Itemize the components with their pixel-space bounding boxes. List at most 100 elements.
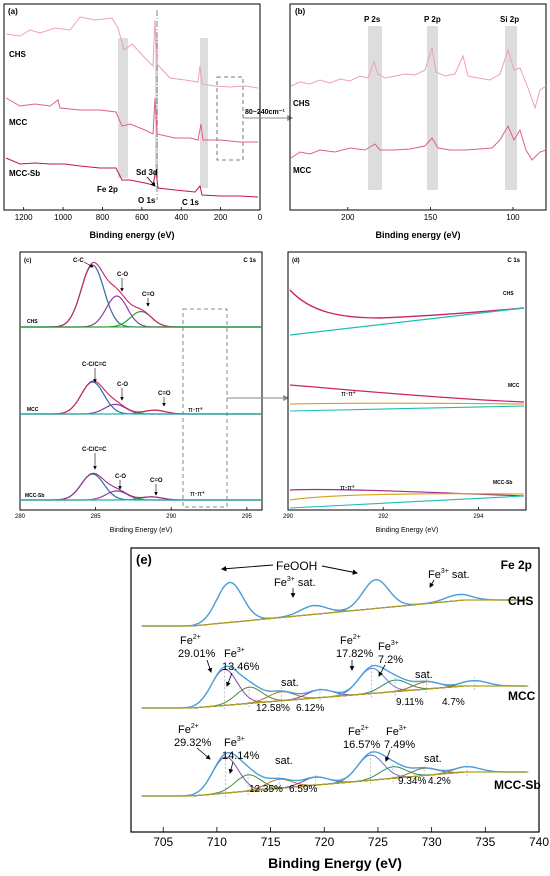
panel-e-component-chs-0 (173, 581, 527, 627)
panel-b-mcc-spectrum (290, 124, 547, 161)
panel-b-xlabel: Binding energy (eV) (375, 230, 460, 240)
panel-c-ann-cc-arrow (83, 261, 94, 268)
panel-e-mccsb-fe3p-1-sup: 3+ (237, 736, 245, 743)
panel-e-chs-sat2-arrow (429, 579, 435, 588)
panel-d-mccsb-pi: π-π* (340, 485, 355, 492)
panel-c-tick-label: 280 (15, 514, 26, 520)
panel-d-series-mccsb: MCC-Sb (493, 480, 512, 486)
panel-b-tick-label: 150 (424, 213, 438, 222)
panel-a-tick-label: 200 (214, 213, 228, 222)
panel-e-mcc-sat-word: sat. (281, 677, 299, 689)
panel-d-mcc-pi-component (289, 402, 525, 405)
panel-a-label: (a) (8, 7, 18, 16)
panel-e-tick-label: 740 (529, 835, 549, 849)
panel-b-band-p2p (427, 26, 438, 190)
panel-d-x-axis: 290 292 294 (283, 507, 484, 520)
panel-a-tick-label: 400 (175, 213, 189, 222)
panel-c-envelope-chs (20, 261, 262, 328)
panel-b-tick-label: 200 (341, 213, 355, 222)
panel-e-mccsb-fe2p-1-pct: 29.32% (174, 737, 212, 749)
panel-e-mcc-sat1-pct: 12.58% (256, 703, 290, 714)
panel-b-peak-si2p: Si 2p (500, 15, 519, 24)
panel-c-frame (19, 251, 263, 511)
panel-e-mccsb-fe3p-2: Fe3+ (386, 725, 407, 738)
panel-e-mccsb-fe2p-2: Fe2+ (348, 725, 369, 738)
panel-c-series-mccsb: MCC-Sb (25, 493, 44, 499)
panel-e-component-chs-3 (173, 593, 527, 627)
panel-c-ann-mccsb-co: C-O (115, 474, 126, 480)
panel-e-background-chs (141, 599, 529, 627)
panel-b-tick-label: 100 (506, 213, 520, 222)
panel-e-mccsb-sat4-pct: 4.2% (428, 776, 451, 787)
panel-c-ann-co: C-O (117, 272, 128, 278)
panel-e-component-chs-2 (173, 579, 527, 627)
panel-a-series-chs: CHS (9, 50, 27, 59)
panel-e-mcc-sat3-pct: 9.11% (396, 697, 424, 708)
panel-e-chs-sat1-word: sat. (295, 577, 316, 589)
panel-a-tick-label: 1000 (54, 213, 72, 222)
panel-d-frame (287, 251, 527, 511)
panel-e-series-mcc: MCC (508, 689, 536, 703)
panel-a-peak-c1s: C 1s (182, 198, 199, 207)
panel-e-envelope-mcc-sb (141, 751, 527, 797)
panel-d-mcc-envelope (289, 384, 525, 403)
panel-e-mccsb-sat1-pct: 12.35% (249, 784, 283, 795)
panel-d-mccsb-background (289, 495, 525, 509)
panel-a-xlabel: Binding energy (eV) (89, 230, 174, 240)
zoom-arrow-label: 80~240cm⁻¹ (245, 109, 285, 116)
panel-e-tick-label: 725 (368, 835, 388, 849)
panel-b-band-si2p (505, 26, 517, 190)
panel-c-ann-mccsb-c-o-dbl: C=O (150, 478, 163, 484)
panel-e-envelope-mcc (141, 664, 527, 709)
panel-a-bands (118, 38, 208, 188)
panel-a-peak-sd3d: Sd 3d (136, 168, 158, 177)
panel-e-mccsb-fe3p-1-pct: 14.14% (222, 750, 260, 762)
panel-d-chs-envelope (289, 289, 525, 319)
panel-e-mccsb-fe3p-2-sup: 3+ (399, 725, 407, 732)
panel-b-chs-spectrum (290, 47, 547, 110)
panel-e-mcc-fe3p-2: Fe3+ (378, 640, 399, 653)
panel-c-tick-label: 290 (166, 514, 177, 520)
panel-a-frame (3, 3, 261, 211)
panel-d-label: (d) (292, 258, 300, 264)
panel-c-tick-label: 285 (91, 514, 102, 520)
panel-e-chs-sat1: Fe3+ sat. (274, 576, 316, 589)
panel-b-peak-p2s: P 2s (364, 15, 381, 24)
panel-c-series-chs: CHS (27, 319, 38, 325)
panel-d-mcc-background (289, 405, 525, 412)
panel-a-peak-fe2p: Fe 2p (97, 185, 118, 194)
panel-c-title: C 1s (243, 258, 256, 264)
panel-e-frame (130, 547, 540, 833)
panel-a-peak-o1s: O 1s (138, 196, 156, 205)
panel-c-curves (20, 261, 262, 501)
panel-d-mccsb-pi-component (289, 493, 525, 501)
panel-e-mcc-fe3p-2-pct: 7.2% (378, 654, 403, 666)
panel-e-mccsb-fe3p-2-pct: 7.49% (384, 739, 415, 751)
panel-e-mccsb-fe2p-1-sup: 2+ (191, 723, 199, 730)
panel-c-zoom-box (182, 308, 228, 508)
panel-e-mcc-sat4-pct: 4.7% (442, 697, 465, 708)
panel-e-mccsb-fe3p-2-arrow (385, 749, 391, 762)
panel-e-curves (141, 578, 529, 798)
panel-e-tick-label: 730 (422, 835, 442, 849)
panel-e-mccsb-fe2p-2-sup: 2+ (361, 725, 369, 732)
panel-c-ann-mcc-cc: C-C/C=C (82, 362, 107, 368)
panel-a-band-fe (118, 38, 128, 178)
panel-e-tick-label: 720 (314, 835, 334, 849)
panel-d-series-chs: CHS (503, 291, 514, 297)
panel-e-mcc-fe3p-2-arrow (378, 664, 386, 677)
panel-e-component-mcc-sb-0 (173, 756, 527, 797)
panel-e-chs-sat1-sup: 3+ (287, 576, 295, 583)
panel-c-ann-mcc-c-o-dbl: C=O (158, 391, 171, 397)
panel-c-label: (c) (24, 258, 31, 264)
panel-e: (e) Fe 2p FeOOH Fe3+ sat. Fe3+ sat. CHS … (130, 547, 549, 871)
panel-c-tick-label: 295 (242, 514, 253, 520)
panel-c-ann-mccsb-pi: π-π* (190, 491, 205, 498)
panel-a-sd3d-arrow (146, 176, 156, 187)
panel-e-mccsb-fe2p-2-pct: 16.57% (343, 739, 381, 751)
panel-e-chs-sat2-fe: Fe3+ sat. (428, 568, 470, 581)
panel-e-mcc-fe3p-1-pct: 13.46% (222, 661, 260, 673)
panel-c-ann-cc: C-C (73, 258, 84, 264)
panel-a-series-mcc: MCC (9, 118, 27, 127)
panel-e-mccsb-fe3p-1-arrow (228, 761, 234, 774)
